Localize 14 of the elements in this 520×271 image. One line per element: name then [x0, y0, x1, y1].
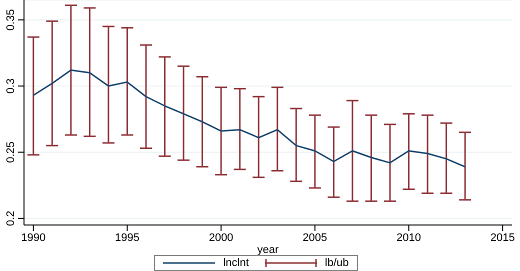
y-tick-label: 0.2	[5, 210, 17, 226]
x-tick-label: 1990	[21, 232, 46, 244]
x-tick-label: 2015	[490, 232, 515, 244]
x-tick-label: 1995	[114, 232, 140, 244]
text: lb/ub	[324, 256, 349, 270]
legend-label: lnclnt	[223, 256, 249, 270]
y-tick-label: 0.25	[5, 141, 17, 163]
x-tick-label: 2005	[302, 232, 328, 244]
x-tick-label: 2010	[396, 232, 422, 244]
x-axis-title: year	[257, 244, 280, 256]
line-series	[32, 69, 466, 168]
y-tick-label: 0.3	[5, 78, 17, 94]
y-tick-label: 0.35	[5, 9, 17, 31]
x-tick-label: 2000	[208, 232, 234, 244]
